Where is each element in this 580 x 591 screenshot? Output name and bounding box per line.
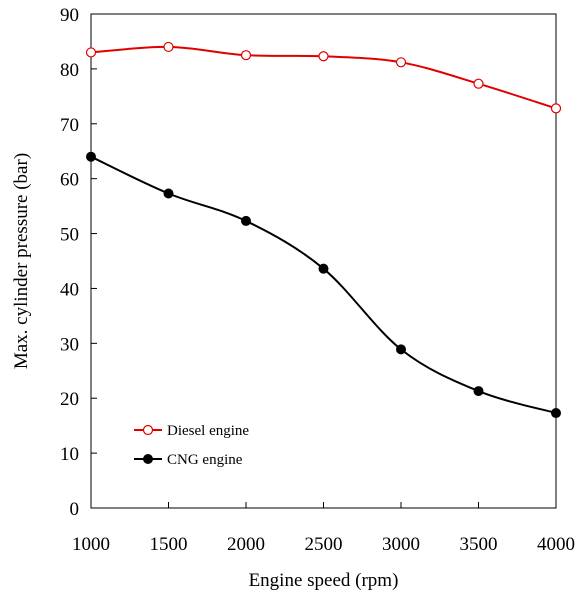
x-axis: 1000 1500 2000 2500 3000 3500 4000: [72, 502, 575, 555]
data-point: [163, 188, 174, 199]
legend-item: Diesel engine: [134, 423, 249, 439]
data-point: [85, 47, 97, 58]
x-tick-label: 3500: [460, 534, 498, 555]
x-tick-label: 1000: [72, 534, 110, 555]
legend-marker: [143, 454, 153, 464]
plot-area: [90, 13, 557, 509]
y-tick-label: 10: [60, 444, 79, 465]
y-tick-label: 0: [70, 499, 80, 520]
data-point: [86, 151, 96, 162]
plot-frame: [90, 13, 557, 509]
y-axis: 0 10 20 30 40 50 60 70 80 90: [60, 5, 97, 520]
data-point: [396, 344, 406, 355]
data-point: [550, 103, 562, 114]
y-tick-label: 20: [60, 389, 79, 410]
data-point: [395, 57, 407, 68]
x-tick-label: 1500: [150, 534, 188, 555]
y-tick-label: 60: [60, 170, 79, 191]
x-tick-label: 4000: [537, 534, 575, 555]
y-tick-label: 30: [60, 334, 79, 355]
data-point: [163, 41, 174, 53]
data-point: [318, 263, 329, 274]
x-tick-label: 2500: [305, 534, 343, 555]
legend-label: CNG engine: [167, 452, 243, 468]
y-tick-label: 90: [60, 5, 79, 26]
series-1: [86, 151, 561, 419]
y-tick-label: 80: [60, 60, 79, 81]
legend: Diesel engine CNG engine: [134, 423, 249, 468]
y-tick-label: 70: [60, 115, 79, 136]
data-point: [240, 50, 252, 61]
series-0: [85, 41, 562, 114]
x-axis-title: Engine speed (rpm): [249, 570, 399, 591]
y-tick-label: 50: [60, 225, 79, 246]
data-point: [318, 51, 329, 62]
legend-label: Diesel engine: [167, 423, 249, 439]
series-layer: [85, 41, 562, 419]
data-point: [551, 408, 561, 419]
data-point: [241, 215, 251, 226]
x-tick-label: 3000: [382, 534, 420, 555]
data-point: [473, 386, 484, 397]
data-point: [473, 78, 484, 89]
x-tick-label: 2000: [227, 534, 265, 555]
legend-item: CNG engine: [134, 452, 243, 468]
legend-marker: [142, 424, 154, 436]
y-tick-label: 40: [60, 279, 79, 300]
y-axis-title: Max. cylinder pressure (bar): [11, 153, 32, 369]
series-line: [90, 155, 557, 415]
